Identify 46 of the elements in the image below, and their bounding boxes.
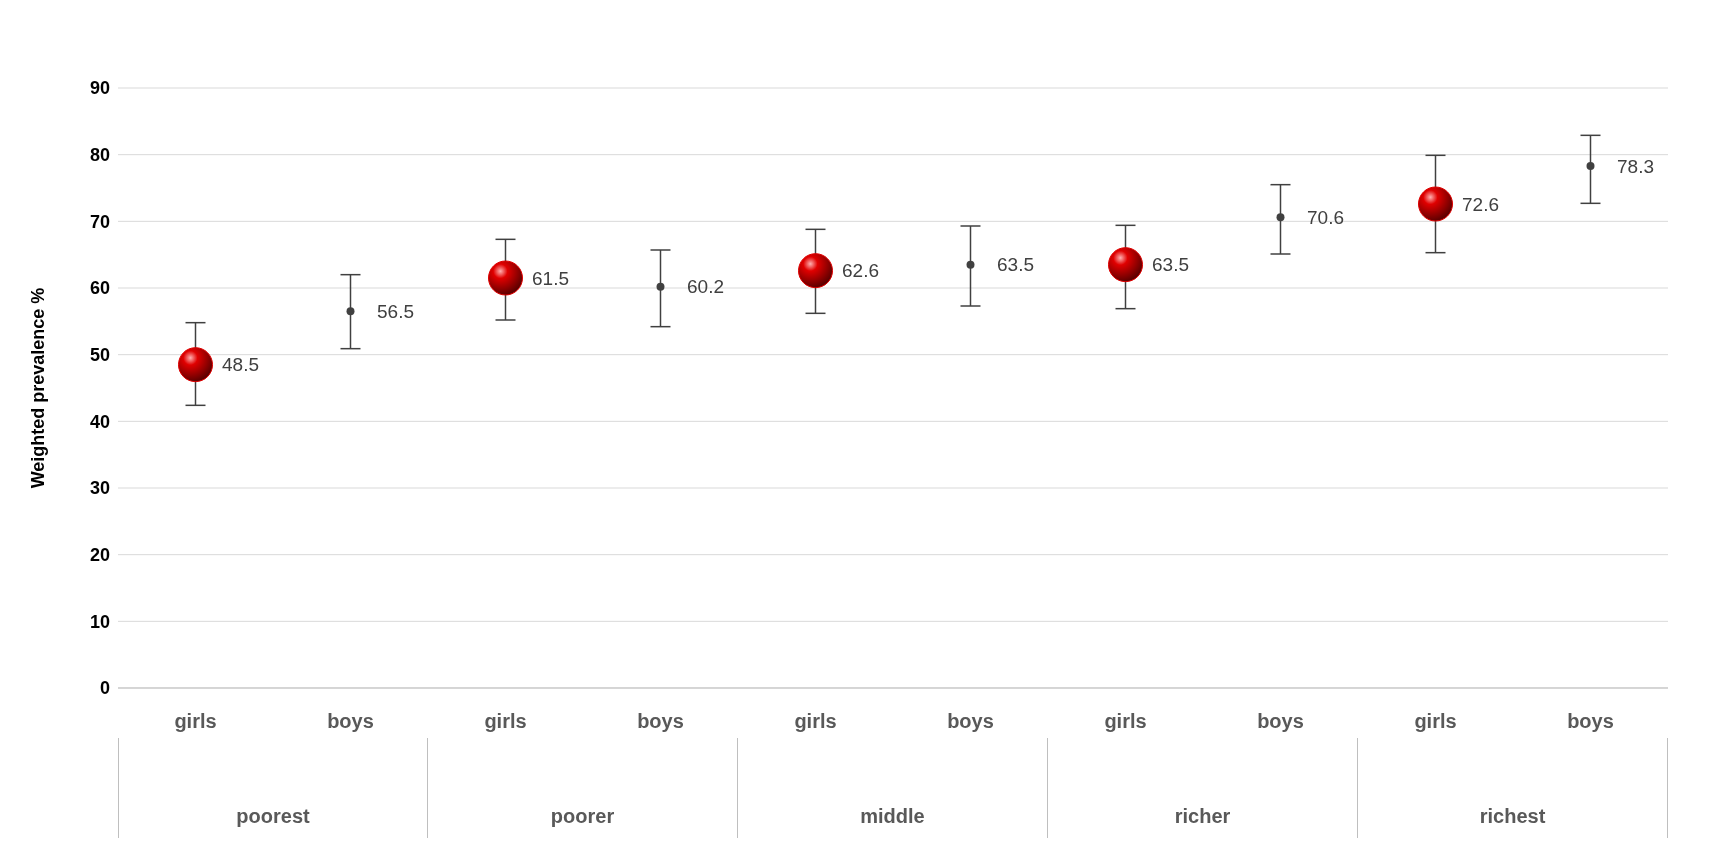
x-tick-label: girls [1104, 710, 1147, 733]
x-tick-label: girls [174, 710, 217, 733]
point [488, 260, 523, 296]
x-tick-label: boys [1567, 710, 1614, 733]
text: poorer [550, 805, 615, 828]
y-tick-label: 20 [89, 545, 110, 566]
y-tick-label: 90 [89, 78, 110, 99]
y-tick-label: 70 [89, 211, 110, 232]
x-tick-label: boys [947, 710, 994, 733]
point [966, 260, 975, 269]
data-label: 63.5 [1152, 254, 1189, 276]
text: poorest [236, 805, 310, 828]
y-tick-label: 0 [99, 678, 110, 699]
point [1276, 213, 1285, 222]
x-tick-label: girls [1414, 710, 1457, 733]
data-label: 70.6 [1307, 207, 1344, 229]
point [656, 282, 665, 291]
text: richer [1174, 805, 1231, 828]
x-tick-label: girls [484, 710, 527, 733]
point [1418, 186, 1453, 222]
y-axis-title: Weighted prevalence % [28, 287, 49, 489]
data-label: 62.6 [842, 260, 879, 282]
point [1108, 247, 1143, 283]
y-tick-label: 10 [89, 611, 110, 632]
data-label: 63.5 [997, 254, 1034, 276]
x-tick-label: boys [637, 710, 684, 733]
x-tick-label: boys [327, 710, 374, 733]
data-label: 61.5 [532, 267, 569, 289]
point [1586, 162, 1595, 170]
y-tick-label: 50 [89, 345, 110, 366]
x-tick-label: girls [794, 710, 837, 733]
point [178, 347, 213, 383]
point [346, 307, 355, 316]
data-label: 78.3 [1617, 155, 1654, 177]
data-label: 72.6 [1462, 193, 1499, 215]
y-tick-label: 40 [89, 411, 110, 432]
data-label: 60.2 [687, 276, 724, 298]
text: richest [1479, 805, 1546, 828]
x-tick-label: boys [1257, 710, 1304, 733]
y-tick-label: 60 [89, 278, 110, 299]
point [798, 253, 833, 289]
y-tick-label: 30 [89, 478, 110, 499]
text: middle [860, 805, 925, 828]
y-tick-label: 80 [89, 145, 110, 166]
data-label: 48.5 [222, 354, 259, 376]
data-label: 56.5 [377, 301, 414, 323]
